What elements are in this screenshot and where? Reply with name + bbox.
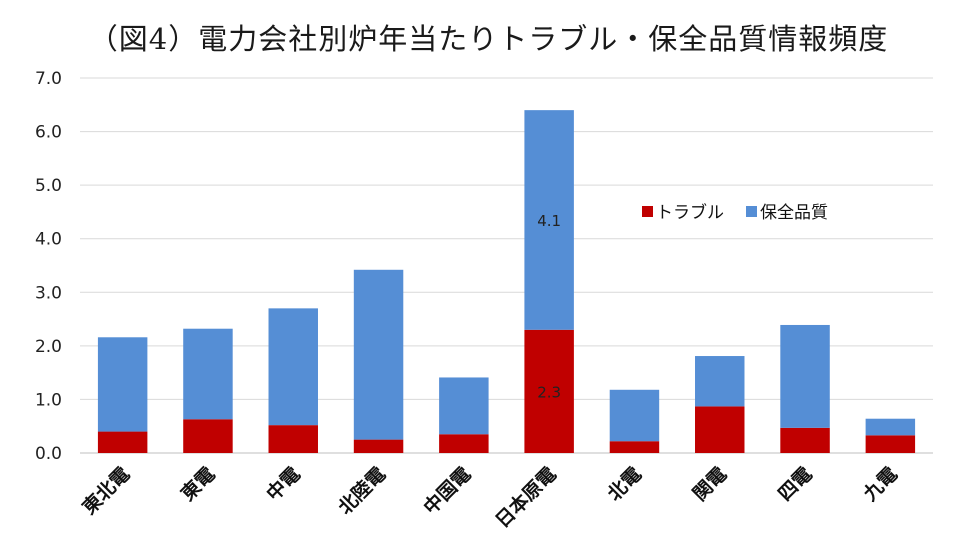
y-tick-label: 1.0 bbox=[35, 390, 62, 410]
bar-trouble bbox=[183, 419, 233, 453]
x-tick-label: 中電 bbox=[262, 462, 305, 505]
bar-trouble bbox=[695, 406, 745, 453]
y-tick-label: 3.0 bbox=[35, 283, 62, 303]
y-tick-label: 0.0 bbox=[35, 444, 62, 464]
chart-title: （図4）電力会社別炉年当たりトラブル・保全品質情報頻度 bbox=[88, 22, 889, 56]
bar-maintenance bbox=[695, 356, 745, 407]
bar-trouble bbox=[780, 427, 830, 453]
bar-trouble bbox=[524, 329, 574, 453]
x-tick-label: 北電 bbox=[604, 463, 646, 505]
x-tick-label: 関電 bbox=[689, 463, 731, 505]
data-label: 4.1 bbox=[537, 212, 561, 230]
bar-trouble bbox=[865, 435, 916, 453]
y-tick-label: 6.0 bbox=[35, 123, 62, 143]
bar-maintenance bbox=[97, 337, 148, 432]
bar-maintenance bbox=[609, 389, 660, 442]
x-tick-label: 東電 bbox=[176, 462, 219, 505]
legend-label: 保全品質 bbox=[760, 203, 828, 223]
bar-maintenance bbox=[353, 269, 404, 440]
x-tick-label: 九電 bbox=[859, 463, 902, 506]
x-tick-label: 日本原電 bbox=[491, 462, 561, 532]
bar-trouble bbox=[353, 439, 404, 453]
bar-trouble bbox=[268, 425, 318, 453]
y-tick-label: 5.0 bbox=[35, 176, 62, 196]
legend-label: トラブル bbox=[656, 202, 724, 223]
x-tick-label: 東北電 bbox=[78, 462, 135, 519]
bar-trouble bbox=[439, 434, 489, 453]
bar-maintenance bbox=[865, 418, 916, 436]
legend-swatch bbox=[642, 206, 653, 217]
bar-trouble bbox=[97, 431, 148, 453]
x-tick-label: 北陸電 bbox=[334, 462, 391, 519]
data-label: 2.3 bbox=[537, 383, 561, 401]
y-tick-label: 7.0 bbox=[35, 69, 62, 89]
bar-maintenance bbox=[268, 308, 318, 426]
bar-trouble bbox=[609, 441, 660, 453]
bar-maintenance bbox=[439, 377, 489, 435]
x-tick-label: 中国電 bbox=[419, 462, 476, 519]
bar-maintenance bbox=[780, 324, 830, 428]
y-tick-label: 4.0 bbox=[35, 230, 62, 250]
legend-swatch bbox=[746, 206, 757, 217]
bar-maintenance bbox=[183, 328, 233, 420]
bar-maintenance bbox=[524, 110, 574, 330]
y-tick-label: 2.0 bbox=[35, 337, 62, 357]
x-tick-label: 四電 bbox=[774, 463, 816, 505]
